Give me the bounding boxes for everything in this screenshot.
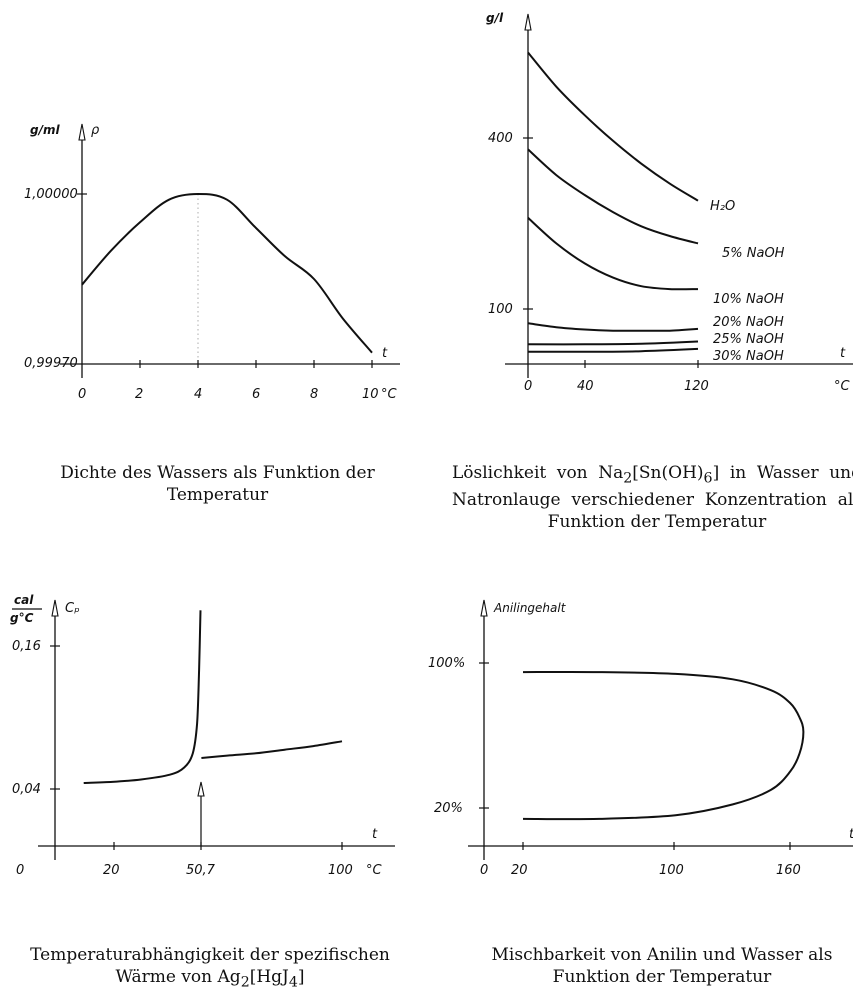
heat-y-unit-num: cal [14, 593, 34, 607]
solubility-label-30pct: 30% NaOH [713, 349, 784, 364]
solubility-chart: g/l t °C 100 400 0 40 120 H₂O 5% NaOH 10… [486, 11, 853, 394]
heat-x-symbol: t [372, 827, 378, 842]
heat-xtick-2: 50,7 [186, 863, 216, 878]
miscibility-x-symbol: t [849, 827, 853, 842]
density-curve [81, 192, 373, 354]
miscibility-ytick-0: 20% [434, 801, 463, 816]
heat-caption-line2-pre: Wärme von Ag [115, 967, 241, 987]
miscibility-xtick-2: 100 [659, 863, 684, 878]
heat-ytick-1: 0,16 [12, 639, 41, 654]
solubility-label-10pct: 10% NaOH [713, 292, 784, 307]
density-y-axis-arrow [78, 123, 86, 141]
solubility-x-unit: °C [834, 379, 851, 394]
heat-curve-low [83, 610, 202, 784]
miscibility-curve [522, 670, 805, 821]
miscibility-chart: Anilingehalt t °C 20% 100% 0 20 100 160 [428, 599, 853, 878]
density-xtick-0: 0 [78, 387, 86, 402]
solubility-label-h2o: H₂O [710, 199, 735, 214]
miscibility-y-symbol: Anilingehalt [493, 601, 567, 615]
heat-xtick-3: 100 [328, 863, 353, 878]
solubility-xtick-0: 0 [524, 379, 532, 394]
solubility-caption-sub1: 2 [623, 470, 633, 487]
solubility-y-unit: g/l [486, 11, 504, 25]
solubility-caption-post: ] in Wasser und Natronlauge verschiedene… [452, 463, 853, 533]
solubility-caption-pre: Löslichkeit von Na [452, 463, 624, 483]
heat-caption-sub1: 2 [240, 974, 250, 991]
miscibility-y-axis-arrow [480, 599, 488, 617]
heat-caption-post: ] [297, 967, 305, 987]
miscibility-xtick-0: 0 [480, 863, 488, 878]
solubility-label-25pct: 25% NaOH [713, 332, 784, 347]
solubility-curve-h2o [527, 51, 699, 202]
heat-caption-sub2: 4 [288, 974, 298, 991]
solubility-label-5pct: 5% NaOH [722, 246, 785, 261]
heat-x-unit: °C [366, 863, 383, 878]
solubility-xtick-2: 120 [684, 379, 709, 394]
density-caption-text: Dichte des Wassers als Funktion der Temp… [60, 463, 375, 505]
density-xticks: 0 2 4 6 8 10 [78, 387, 379, 402]
heat-caption: Temperaturabhängigkeit der spezifischen W… [10, 944, 410, 993]
heat-xtick-1: 20 [103, 863, 120, 878]
density-caption: Dichte des Wassers als Funktion der Temp… [30, 462, 405, 506]
miscibility-caption-line1: Mischbarkeit von Anilin und Wasser als [491, 945, 833, 965]
solubility-ytick-1: 400 [488, 131, 513, 146]
heat-chart: cal g°C Cₚ t °C 0,04 0,16 0 20 50,7 100 [10, 593, 395, 878]
density-y-symbol: ρ [91, 123, 100, 138]
miscibility-xtick-3: 160 [776, 863, 801, 878]
density-xtick-3: 6 [252, 387, 260, 402]
solubility-label-20pct: 20% NaOH [713, 315, 784, 330]
solubility-curve-20pct [527, 322, 699, 332]
heat-transition-arrow-head [197, 781, 205, 797]
heat-ytick-0: 0,04 [12, 782, 41, 797]
density-xtick-1: 2 [135, 387, 143, 402]
heat-caption-mid: [HgJ [249, 967, 289, 987]
heat-xtick-0: 0 [16, 863, 24, 878]
miscibility-ytick-1: 100% [428, 656, 465, 671]
density-xtick-2: 4 [194, 387, 202, 402]
density-x-symbol: t [382, 346, 388, 361]
solubility-curve-5pct [527, 148, 699, 245]
density-chart: g/ml ρ t °C 0,99970 1,00000 0 2 4 6 8 10 [24, 123, 400, 402]
heat-y-symbol: Cₚ [65, 601, 80, 616]
heat-caption-line1: Temperaturabhängigkeit der spezifischen [30, 945, 390, 965]
solubility-y-axis-arrow [524, 13, 532, 31]
heat-y-axis-arrow [51, 599, 59, 617]
solubility-curve-30pct [528, 347, 699, 353]
solubility-curve-10pct [527, 217, 699, 291]
miscibility-caption-line2: Funktion der Temperatur [552, 967, 772, 987]
density-x-unit: °C [381, 387, 398, 402]
solubility-caption: Löslichkeit von Na2[Sn(OH)6] in Wasser u… [452, 462, 853, 533]
solubility-caption-sub2: 6 [703, 470, 713, 487]
density-xtick-marks [139, 360, 373, 368]
solubility-caption-mid: [Sn(OH) [632, 463, 704, 483]
miscibility-xtick-1: 20 [511, 863, 528, 878]
density-xtick-5: 10 [362, 387, 379, 402]
solubility-xtick-1: 40 [577, 379, 594, 394]
solubility-curve-25pct [527, 340, 699, 346]
heat-y-unit-den: g°C [10, 611, 34, 625]
miscibility-caption: Mischbarkeit von Anilin und Wasser als Fu… [452, 944, 853, 988]
density-ytick-0: 0,99970 [24, 356, 78, 371]
solubility-x-symbol: t [840, 346, 846, 361]
solubility-ytick-0: 100 [488, 302, 513, 317]
solubility-series-labels: H₂O 5% NaOH 10% NaOH 20% NaOH 25% NaOH 3… [710, 199, 785, 364]
density-y-unit: g/ml [30, 123, 60, 137]
density-xtick-4: 8 [310, 387, 318, 402]
heat-curve-high [201, 740, 343, 759]
miscibility-x-unit: °C [846, 863, 853, 878]
density-ytick-1: 1,00000 [24, 187, 78, 202]
